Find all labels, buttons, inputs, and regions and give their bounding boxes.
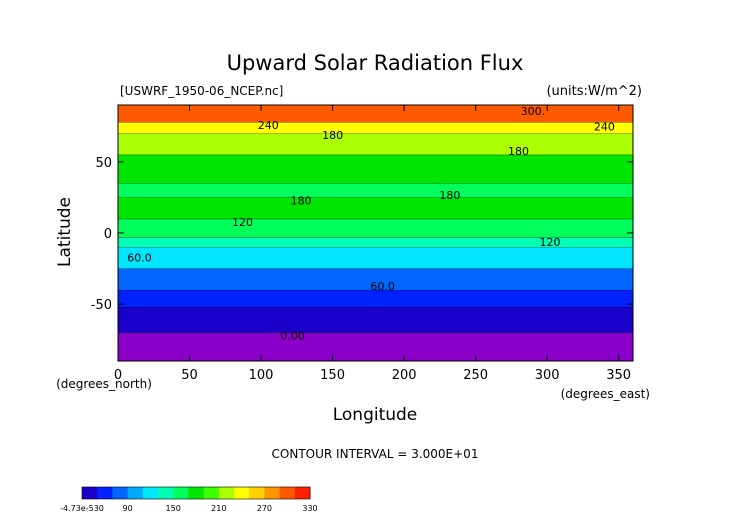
contour-label: 300. [521,105,546,118]
colorbar-label: 150 [166,504,181,513]
x-tick-label: 100 [249,368,274,383]
title-text: Upward Solar Radiation Flux [227,51,524,75]
lat-band [118,218,633,238]
colorbar-label: -4.73e-530 [60,504,104,513]
contour-labels: 300. 240 240 180 180 180 180 120 120 60.0 60.0 0.00 [127,105,615,343]
colorbar-cell [234,487,250,499]
lat-band [118,154,633,184]
y-tick-label: -50 [91,298,112,313]
x-tick-label: 50 [181,368,198,383]
x-tick-label: 0 [114,368,122,383]
colorbar-cell [97,487,113,499]
y-axis-label: Latitude [55,197,75,267]
colorbar-cell [173,487,189,499]
file-label: [USWRF_1950-06_NCEP.nc] [120,84,283,98]
contour-label: 60.0 [127,251,152,264]
colorbar-cell [127,487,144,499]
colorbar-label: 270 [257,504,272,513]
contour-label: 240 [258,119,279,132]
colorbar-cell [188,487,205,499]
contour-label: 180 [322,129,343,142]
y-tick-label: 0 [104,227,112,242]
colorbar-cell [142,487,159,499]
lat-band [118,268,633,290]
y-tick-label: 50 [95,156,112,171]
x-tick-label: 200 [392,368,417,383]
x-axis-label: Longitude [333,405,418,425]
colorbar-cell [158,487,174,499]
colorbar-label: 210 [211,504,226,513]
lat-band [118,332,633,361]
chart-title: Upward Solar Radiation Flux [227,51,524,75]
lat-band [118,247,633,269]
y-axis: -50 0 50 [91,156,633,313]
x-axis: 0 50 100 150 200 250 300 350 [114,105,631,383]
colorbar-label: 90 [123,504,133,513]
x-tick-label: 150 [320,368,345,383]
lat-band [118,237,633,248]
y-unit-label: (degrees_north) [56,377,152,391]
lat-band [118,133,633,155]
colorbar-cell [82,487,98,499]
x-unit-label: (degrees_east) [561,387,650,401]
colorbar-cell [249,487,265,499]
contour-label: 180 [291,195,312,208]
contour-label: 180 [439,189,460,202]
colorbar-cell [203,487,220,499]
heatmap-bands [118,105,633,361]
contour-label: 0.00 [280,330,305,343]
lat-band [118,105,633,123]
x-tick-label: 350 [606,368,631,383]
units-label: (units:W/m^2) [546,84,642,99]
colorbar: -4.73e-530 90 150 210 270 330 [60,486,318,513]
colorbar-label: 330 [302,504,317,513]
x-tick-label: 250 [463,368,488,383]
colorbar-cell [112,487,129,499]
colorbar-cell [218,487,235,499]
colorbar-cell [279,487,296,499]
contour-label: 120 [540,236,561,249]
contour-label: 180 [508,145,529,158]
colorbar-frame [81,486,311,500]
lat-band [118,306,633,333]
x-tick-label: 300 [535,368,560,383]
lat-band [118,289,633,307]
lat-band [118,183,633,198]
contour-label: 60.0 [370,280,395,293]
contour-interval-text: CONTOUR INTERVAL = 3.000E+01 [272,447,479,461]
contour-label: 120 [232,216,253,229]
lat-band [118,197,633,219]
lat-band [118,122,633,134]
colorbar-cell [264,487,281,499]
plot-area: 300. 240 240 180 180 180 180 120 120 60.0 60.0 0.00 [117,104,634,362]
contour-label: 240 [594,121,615,134]
colorbar-cell [294,487,311,499]
